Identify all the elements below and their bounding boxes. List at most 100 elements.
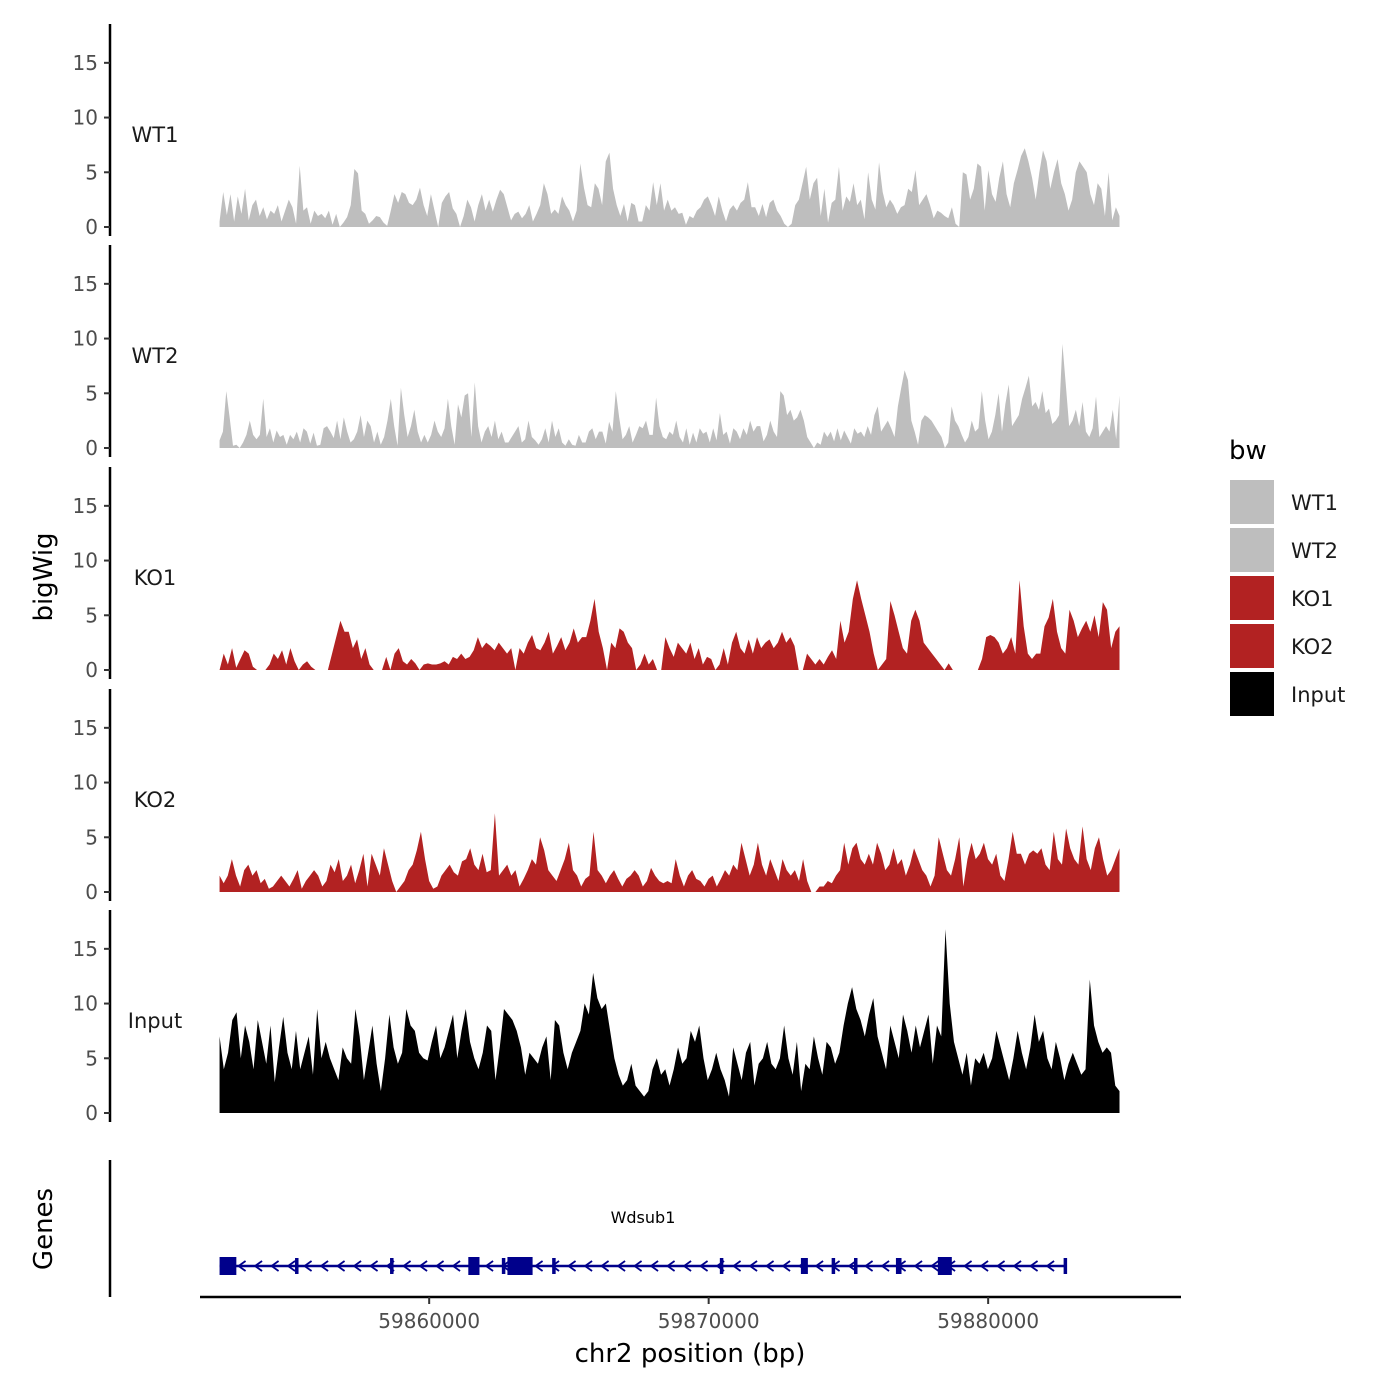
y-tick-label: 15 bbox=[73, 494, 98, 518]
strand-arrow bbox=[402, 1260, 412, 1272]
exon bbox=[895, 1258, 902, 1274]
track-label-wt2: WT2 bbox=[132, 344, 179, 368]
coverage-area-ko2 bbox=[219, 813, 1120, 892]
strand-arrow bbox=[303, 1260, 313, 1272]
exon bbox=[295, 1258, 299, 1274]
y-tick-label: 5 bbox=[85, 825, 98, 849]
y-tick-label: 0 bbox=[85, 1101, 98, 1125]
strand-arrow bbox=[336, 1260, 346, 1272]
y-axis-title: bigWig bbox=[29, 532, 59, 621]
y-tick-label: 10 bbox=[73, 549, 98, 573]
strand-arrow bbox=[649, 1260, 659, 1272]
y-tick-label: 10 bbox=[73, 106, 98, 130]
strand-arrow bbox=[682, 1260, 692, 1272]
coverage-area-ko1 bbox=[219, 580, 1120, 670]
strand-arrow bbox=[534, 1260, 544, 1272]
y-tick-label: 10 bbox=[73, 992, 98, 1016]
legend-swatch bbox=[1230, 576, 1274, 620]
legend-entry-ko2: KO2 bbox=[1230, 624, 1334, 668]
strand-arrow bbox=[765, 1260, 775, 1272]
exon bbox=[831, 1258, 836, 1274]
track-wt2: 0 5 10 15 WT2 bbox=[73, 245, 1120, 460]
exon bbox=[501, 1258, 506, 1274]
exon bbox=[800, 1258, 808, 1274]
y-tick-label: 0 bbox=[85, 658, 98, 682]
genes-axis-title: Genes bbox=[29, 1188, 59, 1270]
y-tick-label: 10 bbox=[73, 327, 98, 351]
strand-arrow bbox=[418, 1260, 428, 1272]
exon bbox=[390, 1258, 394, 1274]
strand-arrow bbox=[963, 1260, 973, 1272]
exon bbox=[719, 1258, 724, 1274]
track-label-wt1: WT1 bbox=[132, 123, 179, 147]
legend-entry-wt2: WT2 bbox=[1230, 528, 1338, 572]
track-label-ko2: KO2 bbox=[134, 788, 177, 812]
legend-label: KO1 bbox=[1291, 587, 1334, 611]
strand-arrow bbox=[583, 1260, 593, 1272]
strand-arrow bbox=[616, 1260, 626, 1272]
coverage-area-wt1 bbox=[219, 148, 1120, 227]
exon bbox=[1063, 1258, 1068, 1274]
exon bbox=[468, 1257, 480, 1275]
legend-entry-wt1: WT1 bbox=[1230, 480, 1338, 524]
x-axis-title: chr2 position (bp) bbox=[575, 1339, 806, 1369]
y-tick-label: 15 bbox=[73, 716, 98, 740]
strand-arrow bbox=[600, 1260, 610, 1272]
y-tick-label: 15 bbox=[73, 51, 98, 75]
legend-swatch bbox=[1230, 528, 1274, 572]
strand-arrow bbox=[369, 1260, 379, 1272]
y-tick-label: 15 bbox=[73, 937, 98, 961]
legend: bw WT1 WT2 KO1 KO2 Input bbox=[1229, 436, 1345, 716]
strand-arrow bbox=[847, 1260, 857, 1272]
y-tick-label: 0 bbox=[85, 880, 98, 904]
strand-arrow bbox=[567, 1260, 577, 1272]
legend-label: Input bbox=[1291, 683, 1345, 707]
strand-arrow bbox=[699, 1260, 709, 1272]
track-input: 0 5 10 15 Input bbox=[73, 910, 1120, 1125]
y-tick-label: 10 bbox=[73, 771, 98, 795]
strand-arrow bbox=[930, 1260, 940, 1272]
track-label-ko1: KO1 bbox=[134, 566, 177, 590]
legend-swatch bbox=[1230, 480, 1274, 524]
strand-arrow bbox=[352, 1260, 362, 1272]
y-tick-label: 15 bbox=[73, 272, 98, 296]
exon bbox=[507, 1257, 533, 1275]
strand-arrow bbox=[1045, 1260, 1055, 1272]
gene-track-panel: Wdsub1 bbox=[108, 1160, 1068, 1297]
strand-arrow bbox=[633, 1260, 643, 1272]
strand-arrow bbox=[748, 1260, 758, 1272]
x-axis: 59860000 59870000 59880000 bbox=[200, 1295, 1181, 1333]
strand-arrow bbox=[864, 1260, 874, 1272]
strand-arrow bbox=[880, 1260, 890, 1272]
legend-entry-input: Input bbox=[1230, 672, 1345, 716]
legend-swatch bbox=[1230, 672, 1274, 716]
strand-arrow bbox=[270, 1260, 280, 1272]
strand-arrow bbox=[996, 1260, 1006, 1272]
exon bbox=[854, 1258, 858, 1274]
legend-label: KO2 bbox=[1291, 635, 1334, 659]
strand-arrow bbox=[979, 1260, 989, 1272]
y-tick-label: 5 bbox=[85, 381, 98, 405]
x-tick-label: 59880000 bbox=[937, 1309, 1039, 1333]
x-tick-label: 59870000 bbox=[658, 1309, 760, 1333]
coverage-tracks: 0 5 10 15 WT1 0 5 10 15 WT2 0 5 10 15 KO1 0 5 10 15 KO2 0 5 10… bbox=[73, 24, 1120, 1125]
coverage-area-input bbox=[219, 929, 1120, 1113]
y-tick-label: 5 bbox=[85, 603, 98, 627]
track-ko1: 0 5 10 15 KO1 bbox=[73, 467, 1120, 682]
strand-arrow bbox=[237, 1260, 247, 1272]
strand-arrow bbox=[319, 1260, 329, 1272]
strand-arrow bbox=[1012, 1260, 1022, 1272]
strand-arrow bbox=[550, 1260, 560, 1272]
legend-swatch bbox=[1230, 624, 1274, 668]
track-label-input: Input bbox=[128, 1009, 182, 1033]
exon bbox=[937, 1257, 952, 1275]
y-tick-label: 0 bbox=[85, 215, 98, 239]
legend-label: WT2 bbox=[1291, 539, 1338, 563]
strand-arrow bbox=[286, 1260, 296, 1272]
strand-arrow bbox=[484, 1260, 494, 1272]
y-tick-label: 0 bbox=[85, 436, 98, 460]
strand-arrow bbox=[253, 1260, 263, 1272]
legend-entry-ko1: KO1 bbox=[1230, 576, 1334, 620]
strand-arrow bbox=[732, 1260, 742, 1272]
